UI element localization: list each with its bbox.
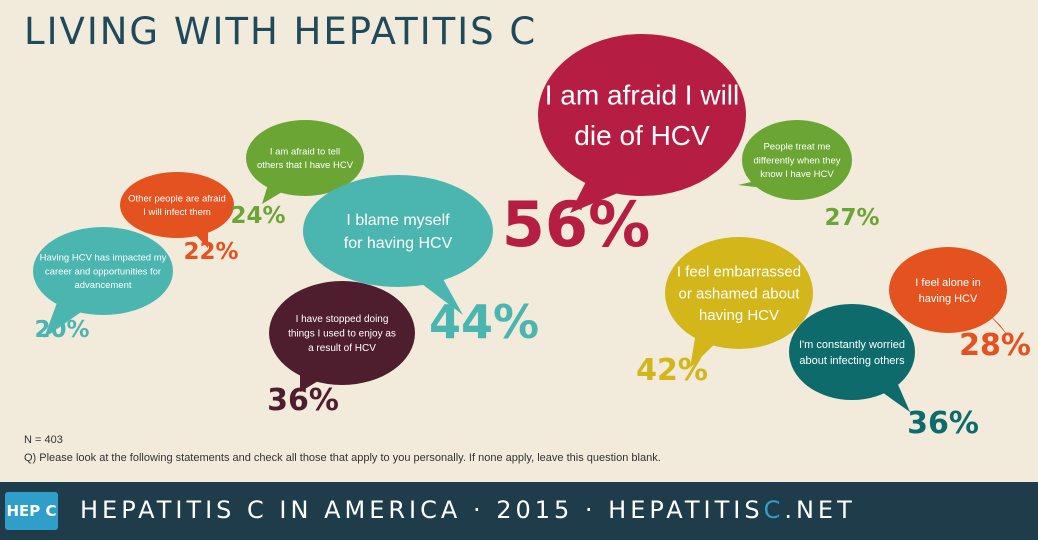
bubble-other-people-are-afraid: Other people are afraid I will infect the… <box>120 172 239 265</box>
bubble-tail <box>570 170 625 213</box>
percent-label: 20% <box>34 317 89 343</box>
sample-size: N = 403 <box>24 434 63 446</box>
bubble-i-feel-alone-in: I feel alone in having HCV 28% <box>889 247 1031 363</box>
bubble-shape <box>742 120 852 200</box>
bubble-label-line: I feel embarrassed <box>677 264 801 281</box>
bubble-label-line: having HCV <box>919 293 978 305</box>
footer-bar: HEP C HEPATITIS C IN AMERICA · 2015 · HE… <box>0 482 1038 540</box>
infographic: LIVING WITH HEPATITIS C Having HCV has i… <box>24 10 1031 464</box>
bubble-shape <box>269 281 415 385</box>
bubble-label-line: a result of HCV <box>308 343 376 354</box>
bubble-label-line: about infecting others <box>799 355 905 367</box>
footer-text-accent: C <box>763 496 785 524</box>
footer-text-end: .NET <box>784 496 856 524</box>
bubble-label-line: I have stopped doing <box>296 314 389 325</box>
bubble-people-treat-me-differently: People treat me differently when they know… <box>738 120 880 231</box>
bubble-shape <box>889 247 1007 333</box>
bubble-i-am-afraid-i: I am afraid I will die of HCV 56% <box>502 34 746 261</box>
bubble-shape <box>665 237 813 349</box>
percent-label: 27% <box>824 205 879 231</box>
bubble-i-m-constantly-worried: I'm constantly worried about infecting ot… <box>789 304 979 441</box>
bubble-label-line: or ashamed about <box>679 285 801 302</box>
page-title: LIVING WITH HEPATITIS C <box>24 10 538 53</box>
bubble-label-line: having HCV <box>699 307 779 324</box>
speech-bubble-chart: Having HCV has impacted my career and opp… <box>33 34 1031 441</box>
bubble-label-line: I am afraid to tell <box>270 146 340 157</box>
percent-label: 42% <box>636 353 708 388</box>
survey-question: Q) Please look at the following statemen… <box>24 452 661 464</box>
hepc-logo: HEP C <box>5 492 58 530</box>
bubble-label-line: Other people are afraid <box>128 193 226 204</box>
percent-label: 44% <box>429 295 539 349</box>
bubble-label-line: differently when they <box>754 155 841 166</box>
bubble-shape <box>538 34 746 196</box>
bubble-i-am-afraid-to: I am afraid to tell others that I have HC… <box>230 120 364 229</box>
bubble-label-line: I am afraid I will <box>545 80 740 111</box>
bubble-shape <box>246 120 364 196</box>
bubble-label-line: I feel alone in <box>915 277 980 289</box>
bubble-label-line: I'm constantly worried <box>799 339 905 351</box>
footer-text: HEPATITIS C IN AMERICA · 2015 · HEPATITI… <box>80 496 856 524</box>
percent-label: 24% <box>230 203 285 229</box>
bubble-label-line: People treat me <box>763 142 830 153</box>
percent-label: 36% <box>907 406 979 441</box>
bubble-shape <box>303 175 493 287</box>
bubble-having-hcv-has-impacted: Having HCV has impacted my career and opp… <box>33 227 173 343</box>
bubble-shape <box>33 227 173 315</box>
bubble-label-line: advancement <box>74 280 131 291</box>
bubble-label-line: I will infect them <box>143 207 211 218</box>
bubble-label-line: I blame myself <box>346 212 450 229</box>
footer-text-main: HEPATITIS C IN AMERICA · 2015 · HEPATITI… <box>80 496 764 524</box>
bubble-shape <box>120 172 234 238</box>
bubble-shape <box>789 304 915 400</box>
bubble-label-line: Having HCV has impacted my <box>40 253 167 264</box>
bubble-i-feel-embarrassed-or: I feel embarrassed or ashamed about having… <box>636 237 813 388</box>
percent-label: 56% <box>502 188 650 261</box>
percent-label: 28% <box>959 328 1031 363</box>
bubble-label-line: others that I have HCV <box>257 160 354 171</box>
bubble-label-line: things I used to enjoy as <box>288 329 396 340</box>
bubble-label-line: for having HCV <box>344 235 453 252</box>
percent-label: 22% <box>183 239 238 265</box>
percent-label: 36% <box>267 383 339 418</box>
bubble-i-blame-myself-for: I blame myself for having HCV 44% <box>303 175 539 349</box>
bubble-label-line: career and opportunities for <box>45 266 161 277</box>
bubble-label-line: know I have HCV <box>760 169 834 180</box>
bubble-i-have-stopped-doing: I have stopped doing things I used to enj… <box>267 281 415 418</box>
bubble-label-line: die of HCV <box>574 120 710 151</box>
